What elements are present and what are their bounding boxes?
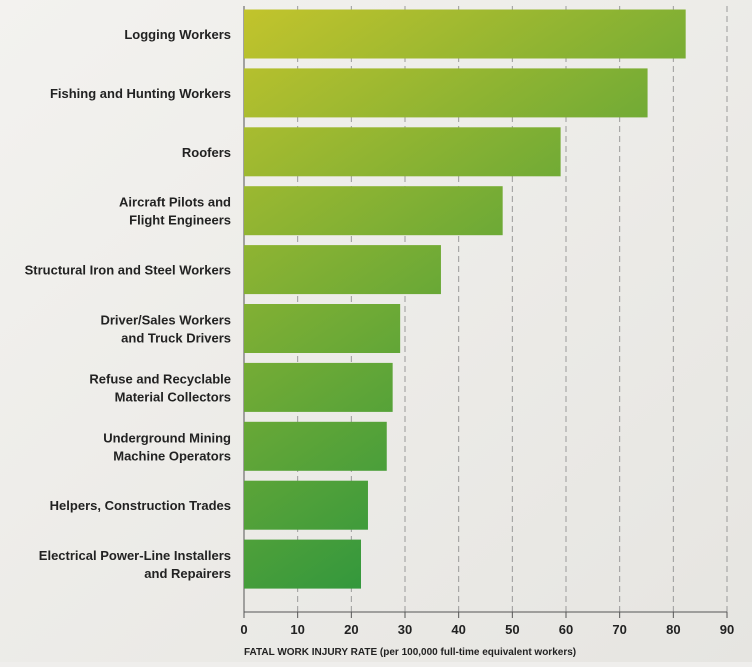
category-label: Logging Workers [124,27,231,42]
category-label: Driver/Sales Workers and Truck Drivers [100,313,231,346]
category-label: Electrical Power-Line Installers and Repa… [39,548,231,581]
x-tick-label: 50 [505,622,519,637]
bar [244,9,686,59]
bar [244,186,503,236]
x-tick-label: 10 [290,622,304,637]
category-label: Roofers [182,145,231,160]
bar [244,304,401,353]
x-tick-label: 80 [666,622,680,637]
x-tick-label: 60 [559,622,573,637]
x-tick-label: 20 [344,622,358,637]
bar [244,245,441,295]
category-label: Fishing and Hunting Workers [50,86,231,101]
category-label: Structural Iron and Steel Workers [25,263,231,278]
bar [244,480,368,530]
bar [244,362,393,412]
x-tick-label: 40 [451,622,465,637]
category-label: Underground Mining Machine Operators [103,430,231,463]
bar [244,539,361,589]
bar [244,127,561,177]
x-tick-label: 70 [612,622,626,637]
x-tick-label: 90 [720,622,734,637]
category-label: Refuse and Recyclable Material Collectors [89,371,231,404]
category-label: Aircraft Pilots and Flight Engineers [119,195,231,228]
x-tick-label: 0 [240,622,247,637]
x-axis-title: FATAL WORK INJURY RATE (per 100,000 full… [244,647,576,658]
bar [244,421,387,471]
x-tick-label: 30 [398,622,412,637]
category-label: Helpers, Construction Trades [50,498,231,513]
bar [244,68,648,118]
